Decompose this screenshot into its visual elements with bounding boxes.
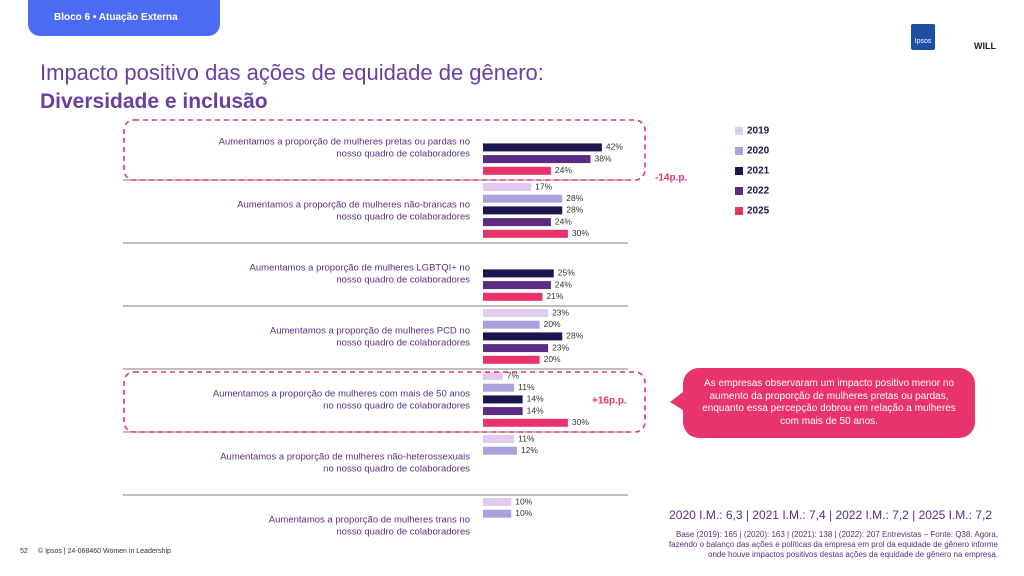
value-label: 10% [515, 496, 532, 506]
value-label: 11% [518, 433, 535, 443]
category-label: Aumentamos a proporção de mulheres preta… [219, 136, 471, 159]
value-label: 12% [521, 445, 538, 455]
label-line: Aumentamos a proporção de mulheres PCD n… [270, 325, 470, 336]
value-label: 20% [544, 319, 561, 329]
bar [483, 229, 568, 238]
bar [483, 355, 540, 364]
page-number: 52 [20, 548, 28, 555]
legend-label: 2020 [747, 146, 770, 157]
legend-swatch [735, 187, 743, 195]
index-note: 2020 I.M.: 6,3 | 2021 I.M.: 7,4 | 2022 I… [669, 508, 992, 522]
value-label: 17% [535, 181, 552, 191]
category-label: Aumentamos a proporção de mulheres trans… [269, 514, 470, 537]
callout-pointer [670, 392, 683, 410]
category-label: Aumentamos a proporção de mulheres com m… [213, 388, 470, 411]
callout: As empresas observaram um impacto positi… [683, 368, 975, 438]
value-label: 7% [507, 370, 520, 380]
label-line: nosso quadro de colaboradores [336, 337, 470, 348]
highlight-box [123, 119, 646, 181]
bar [483, 498, 512, 506]
bar [483, 166, 551, 175]
value-label: 23% [552, 307, 569, 317]
base-note: Base (2019): 165 | (2020): 163 | (2021):… [668, 530, 998, 559]
bar [483, 206, 563, 215]
value-label: 20% [544, 354, 561, 364]
bar [483, 372, 503, 380]
highlight-label: +16p.p. [592, 396, 627, 407]
value-label: 21% [546, 291, 563, 301]
bar [483, 418, 568, 427]
label-line: nosso quadro de colaboradores [336, 148, 470, 159]
value-label: 11% [518, 382, 535, 392]
bar [483, 194, 563, 203]
value-label: 24% [555, 279, 572, 289]
value-label: 24% [555, 165, 572, 175]
bar [483, 292, 543, 301]
highlight-box [123, 371, 646, 433]
category-label: Aumentamos a proporção de mulheres não-b… [237, 199, 470, 222]
bar [483, 320, 540, 329]
chart-title: Impacto positivo das ações de equidade d… [40, 60, 544, 85]
value-label: 38% [595, 153, 612, 163]
highlight-label: -14p.p. [655, 173, 687, 184]
label-line: Aumentamos a proporção de mulheres LGBTQ… [250, 262, 470, 273]
label-line: Aumentamos a proporção de mulheres preta… [219, 136, 470, 147]
legend-swatch [735, 127, 743, 135]
bar [483, 332, 563, 341]
bar [483, 218, 551, 227]
label-line: nosso quadro de colaboradores [336, 274, 470, 285]
label-line: Aumentamos a proporção de mulheres não-b… [237, 199, 470, 210]
bar [483, 183, 532, 191]
section-tag: Bloco 6 • Atuação Externa [28, 0, 220, 36]
value-label: 25% [558, 268, 575, 278]
bar [483, 509, 512, 518]
bar [483, 309, 549, 317]
label-line: Aumentamos a proporção de mulheres com m… [213, 388, 470, 399]
category-label: Aumentamos a proporção de mulheres PCD n… [270, 325, 470, 348]
value-label: 24% [555, 216, 572, 226]
chart-subtitle: Diversidade e inclusão [40, 90, 268, 113]
value-label: 42% [606, 142, 623, 152]
legend-label: 2021 [747, 166, 770, 177]
bar [483, 435, 515, 443]
bar [483, 446, 517, 455]
legend-label: 2025 [747, 206, 770, 217]
value-label: 28% [566, 205, 583, 215]
legend-swatch [735, 147, 743, 155]
category-label: Aumentamos a proporção de mulheres LGBTQ… [250, 262, 471, 285]
label-line: no nosso quadro de colaboradores [323, 463, 470, 474]
bar [483, 407, 523, 416]
legend-label: 2022 [747, 186, 770, 197]
will-logo: WILL [974, 41, 996, 51]
value-label: 14% [527, 405, 544, 415]
label-line: Aumentamos a proporção de mulheres não-h… [220, 451, 470, 462]
bar [483, 395, 523, 404]
legend-swatch [735, 167, 743, 175]
bar [483, 143, 602, 152]
value-label: 30% [572, 417, 589, 427]
value-label: 10% [515, 508, 532, 518]
label-line: Aumentamos a proporção de mulheres trans… [269, 514, 470, 525]
legend-swatch [735, 207, 743, 215]
footer: © Ipsos | 24-068460 Women in Leadership [38, 548, 171, 555]
label-line: nosso quadro de colaboradores [336, 211, 470, 222]
bar [483, 344, 549, 353]
value-label: 23% [552, 342, 569, 352]
legend-label: 2019 [747, 126, 770, 137]
bar [483, 383, 515, 392]
value-label: 28% [566, 193, 583, 203]
label-line: nosso quadro de colaboradores [336, 526, 470, 537]
ipsos-logo: Ipsos [911, 24, 935, 50]
bar [483, 269, 554, 278]
bar [483, 155, 591, 164]
label-line: no nosso quadro de colaboradores [323, 400, 470, 411]
value-label: 28% [566, 331, 583, 341]
category-label: Aumentamos a proporção de mulheres não-h… [220, 451, 470, 474]
value-label: 14% [527, 394, 544, 404]
bar [483, 281, 551, 290]
value-label: 30% [572, 228, 589, 238]
